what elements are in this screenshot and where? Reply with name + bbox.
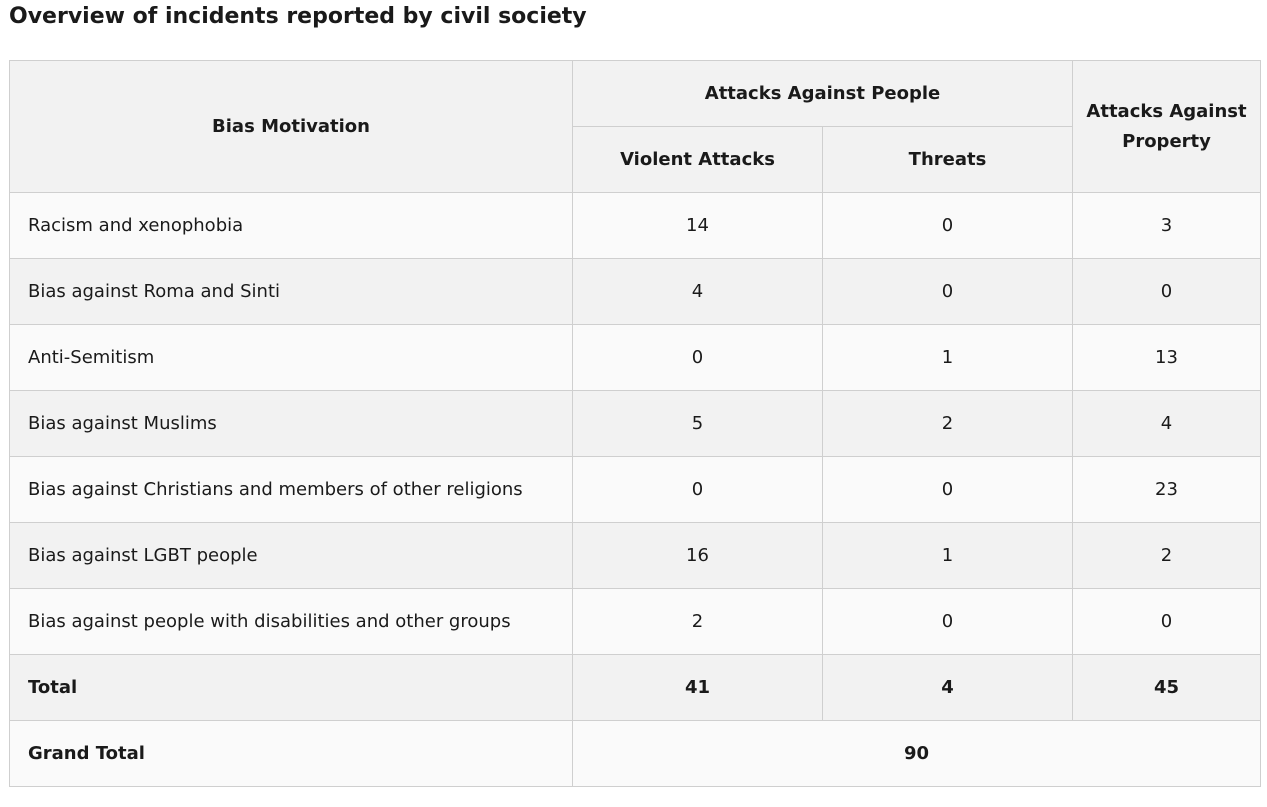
threats-cell: 0: [822, 456, 1073, 523]
violent-attacks-cell: 4: [572, 258, 823, 325]
table-row: Bias against Roma and Sinti 4 0 0: [9, 258, 1261, 325]
total-label: Total: [9, 654, 573, 721]
violent-attacks-cell: 0: [572, 456, 823, 523]
row-label: Bias against LGBT people: [9, 522, 573, 589]
table-header: Bias Motivation Attacks Against People A…: [9, 60, 1261, 193]
table-row: Anti-Semitism 0 1 13: [9, 324, 1261, 391]
threats-cell: 2: [822, 390, 1073, 457]
violent-attacks-cell: 2: [572, 588, 823, 655]
incidents-table: Bias Motivation Attacks Against People A…: [9, 60, 1261, 787]
grand-total-row: Grand Total 90: [9, 720, 1261, 787]
row-label: Bias against Roma and Sinti: [9, 258, 573, 325]
violent-attacks-cell: 16: [572, 522, 823, 589]
property-attacks-cell: 13: [1072, 324, 1261, 391]
table-row: Bias against Christians and members of o…: [9, 456, 1261, 523]
table-row: Bias against people with disabilities an…: [9, 588, 1261, 655]
page-title: Overview of incidents reported by civil …: [9, 4, 587, 29]
grand-total-value: 90: [572, 720, 1261, 787]
row-label: Racism and xenophobia: [9, 192, 573, 259]
total-property-attacks: 45: [1072, 654, 1261, 721]
property-attacks-cell: 4: [1072, 390, 1261, 457]
row-label: Bias against Christians and members of o…: [9, 456, 573, 523]
row-label: Anti-Semitism: [9, 324, 573, 391]
row-label: Bias against Muslims: [9, 390, 573, 457]
threats-cell: 0: [822, 258, 1073, 325]
total-threats: 4: [822, 654, 1073, 721]
header-bias-motivation: Bias Motivation: [9, 60, 573, 193]
grand-total-label: Grand Total: [9, 720, 573, 787]
property-attacks-cell: 23: [1072, 456, 1261, 523]
threats-cell: 0: [822, 192, 1073, 259]
table-row: Bias against Muslims 5 2 4: [9, 390, 1261, 457]
total-row: Total 41 4 45: [9, 654, 1261, 721]
total-violent-attacks: 41: [572, 654, 823, 721]
header-violent-attacks: Violent Attacks: [572, 126, 823, 193]
property-attacks-cell: 2: [1072, 522, 1261, 589]
row-label: Bias against people with disabilities an…: [9, 588, 573, 655]
threats-cell: 1: [822, 522, 1073, 589]
table-row: Bias against LGBT people 16 1 2: [9, 522, 1261, 589]
header-threats: Threats: [822, 126, 1073, 193]
property-attacks-cell: 0: [1072, 258, 1261, 325]
violent-attacks-cell: 0: [572, 324, 823, 391]
violent-attacks-cell: 14: [572, 192, 823, 259]
property-attacks-cell: 3: [1072, 192, 1261, 259]
threats-cell: 1: [822, 324, 1073, 391]
violent-attacks-cell: 5: [572, 390, 823, 457]
header-attacks-against-property: Attacks Against Property: [1072, 60, 1261, 193]
header-attacks-against-people: Attacks Against People: [572, 60, 1073, 127]
table-row: Racism and xenophobia 14 0 3: [9, 192, 1261, 259]
property-attacks-cell: 0: [1072, 588, 1261, 655]
threats-cell: 0: [822, 588, 1073, 655]
